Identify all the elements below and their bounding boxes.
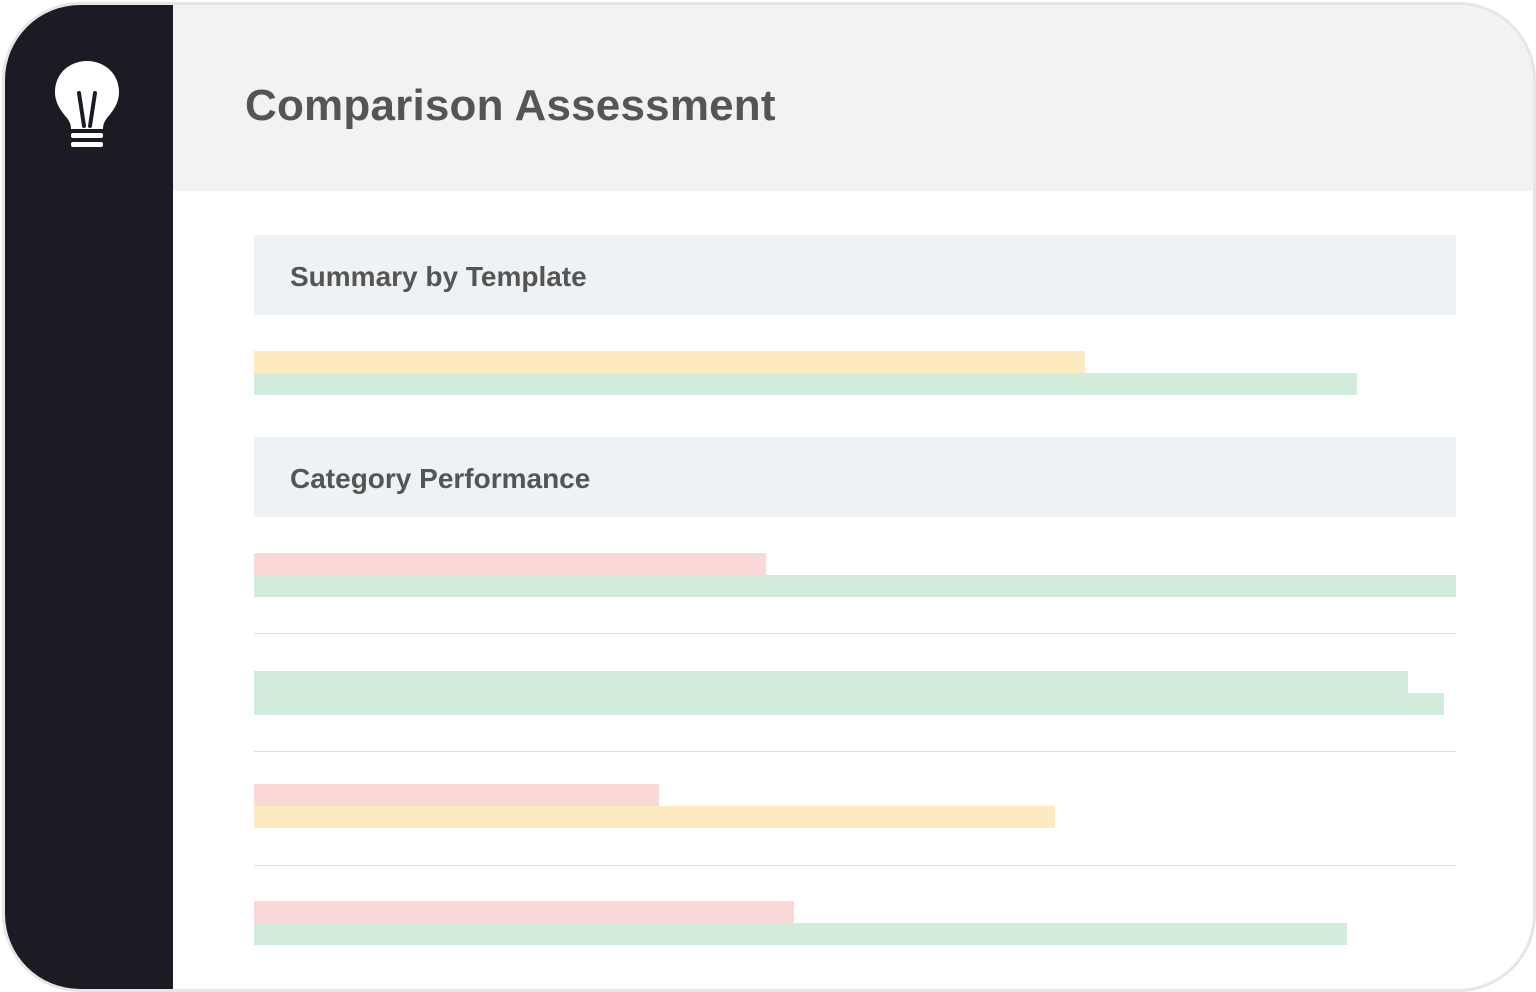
comparison-bar xyxy=(254,553,766,575)
sidebar xyxy=(5,5,173,989)
lightbulb-icon[interactable] xyxy=(53,59,121,149)
row-divider xyxy=(254,751,1456,752)
comparison-bar xyxy=(254,784,659,806)
bar-row xyxy=(254,784,1456,829)
comparison-bar xyxy=(254,806,1055,828)
bar-row xyxy=(254,901,1456,946)
comparison-bar xyxy=(254,693,1444,715)
comparison-bar xyxy=(254,373,1357,395)
row-divider xyxy=(254,865,1456,866)
bar-row xyxy=(254,351,1456,396)
page-header: Comparison Assessment xyxy=(173,5,1533,191)
bar-row xyxy=(254,671,1456,716)
section-summary-by-template: Summary by Template xyxy=(254,235,1456,315)
comparison-bar xyxy=(254,923,1347,945)
section-title: Summary by Template xyxy=(290,261,587,292)
comparison-bar xyxy=(254,671,1408,693)
comparison-bar xyxy=(254,575,1456,597)
section-category-performance: Category Performance xyxy=(254,437,1456,517)
comparison-bar xyxy=(254,901,794,923)
report-content: Summary by Template Category Performance xyxy=(173,191,1533,989)
comparison-bar xyxy=(254,351,1085,373)
bar-row xyxy=(254,553,1456,598)
row-divider xyxy=(254,633,1456,634)
section-title: Category Performance xyxy=(290,463,591,494)
page-title: Comparison Assessment xyxy=(245,81,776,130)
